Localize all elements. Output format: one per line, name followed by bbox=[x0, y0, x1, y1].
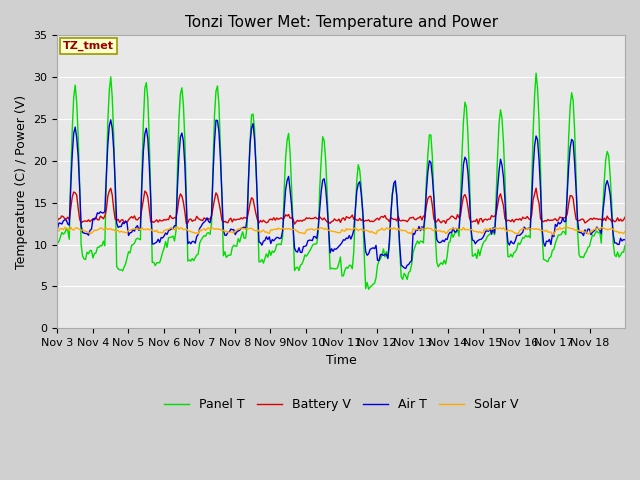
Battery V bbox=[54, 217, 61, 223]
Solar V bbox=[550, 232, 557, 238]
Battery V bbox=[532, 185, 540, 191]
Panel T bbox=[532, 70, 540, 76]
Battery V bbox=[620, 217, 627, 223]
Line: Battery V: Battery V bbox=[58, 188, 625, 224]
Panel T bbox=[545, 255, 553, 261]
Air T bbox=[461, 155, 468, 160]
Panel T bbox=[365, 287, 372, 292]
Air T bbox=[107, 117, 115, 123]
Legend: Panel T, Battery V, Air T, Solar V: Panel T, Battery V, Air T, Solar V bbox=[159, 393, 524, 416]
Air T bbox=[91, 217, 99, 223]
X-axis label: Time: Time bbox=[326, 353, 356, 367]
Battery V bbox=[545, 217, 553, 223]
Air T bbox=[73, 134, 81, 140]
Panel T bbox=[73, 99, 81, 105]
Battery V bbox=[460, 194, 467, 200]
Battery V bbox=[621, 215, 629, 220]
Panel T bbox=[620, 250, 627, 255]
Solar V bbox=[621, 228, 629, 234]
Panel T bbox=[91, 251, 99, 256]
Air T bbox=[347, 236, 355, 242]
Panel T bbox=[460, 119, 467, 124]
Solar V bbox=[73, 225, 81, 230]
Air T bbox=[54, 226, 61, 232]
Text: TZ_tmet: TZ_tmet bbox=[63, 41, 114, 51]
Battery V bbox=[91, 216, 99, 221]
Title: Tonzi Tower Met: Temperature and Power: Tonzi Tower Met: Temperature and Power bbox=[184, 15, 498, 30]
Line: Air T: Air T bbox=[58, 120, 625, 268]
Panel T bbox=[621, 243, 629, 249]
Y-axis label: Temperature (C) / Power (V): Temperature (C) / Power (V) bbox=[15, 95, 28, 269]
Battery V bbox=[347, 214, 355, 220]
Solar V bbox=[54, 228, 61, 234]
Line: Panel T: Panel T bbox=[58, 73, 625, 289]
Battery V bbox=[291, 221, 298, 227]
Battery V bbox=[73, 192, 81, 198]
Air T bbox=[620, 237, 627, 242]
Air T bbox=[402, 265, 410, 271]
Line: Solar V: Solar V bbox=[58, 227, 625, 235]
Air T bbox=[621, 237, 629, 243]
Solar V bbox=[460, 225, 467, 230]
Solar V bbox=[620, 230, 627, 236]
Panel T bbox=[54, 240, 61, 246]
Air T bbox=[545, 237, 553, 242]
Panel T bbox=[346, 263, 353, 268]
Solar V bbox=[173, 224, 181, 230]
Solar V bbox=[91, 227, 99, 233]
Solar V bbox=[347, 227, 355, 232]
Solar V bbox=[544, 229, 552, 235]
